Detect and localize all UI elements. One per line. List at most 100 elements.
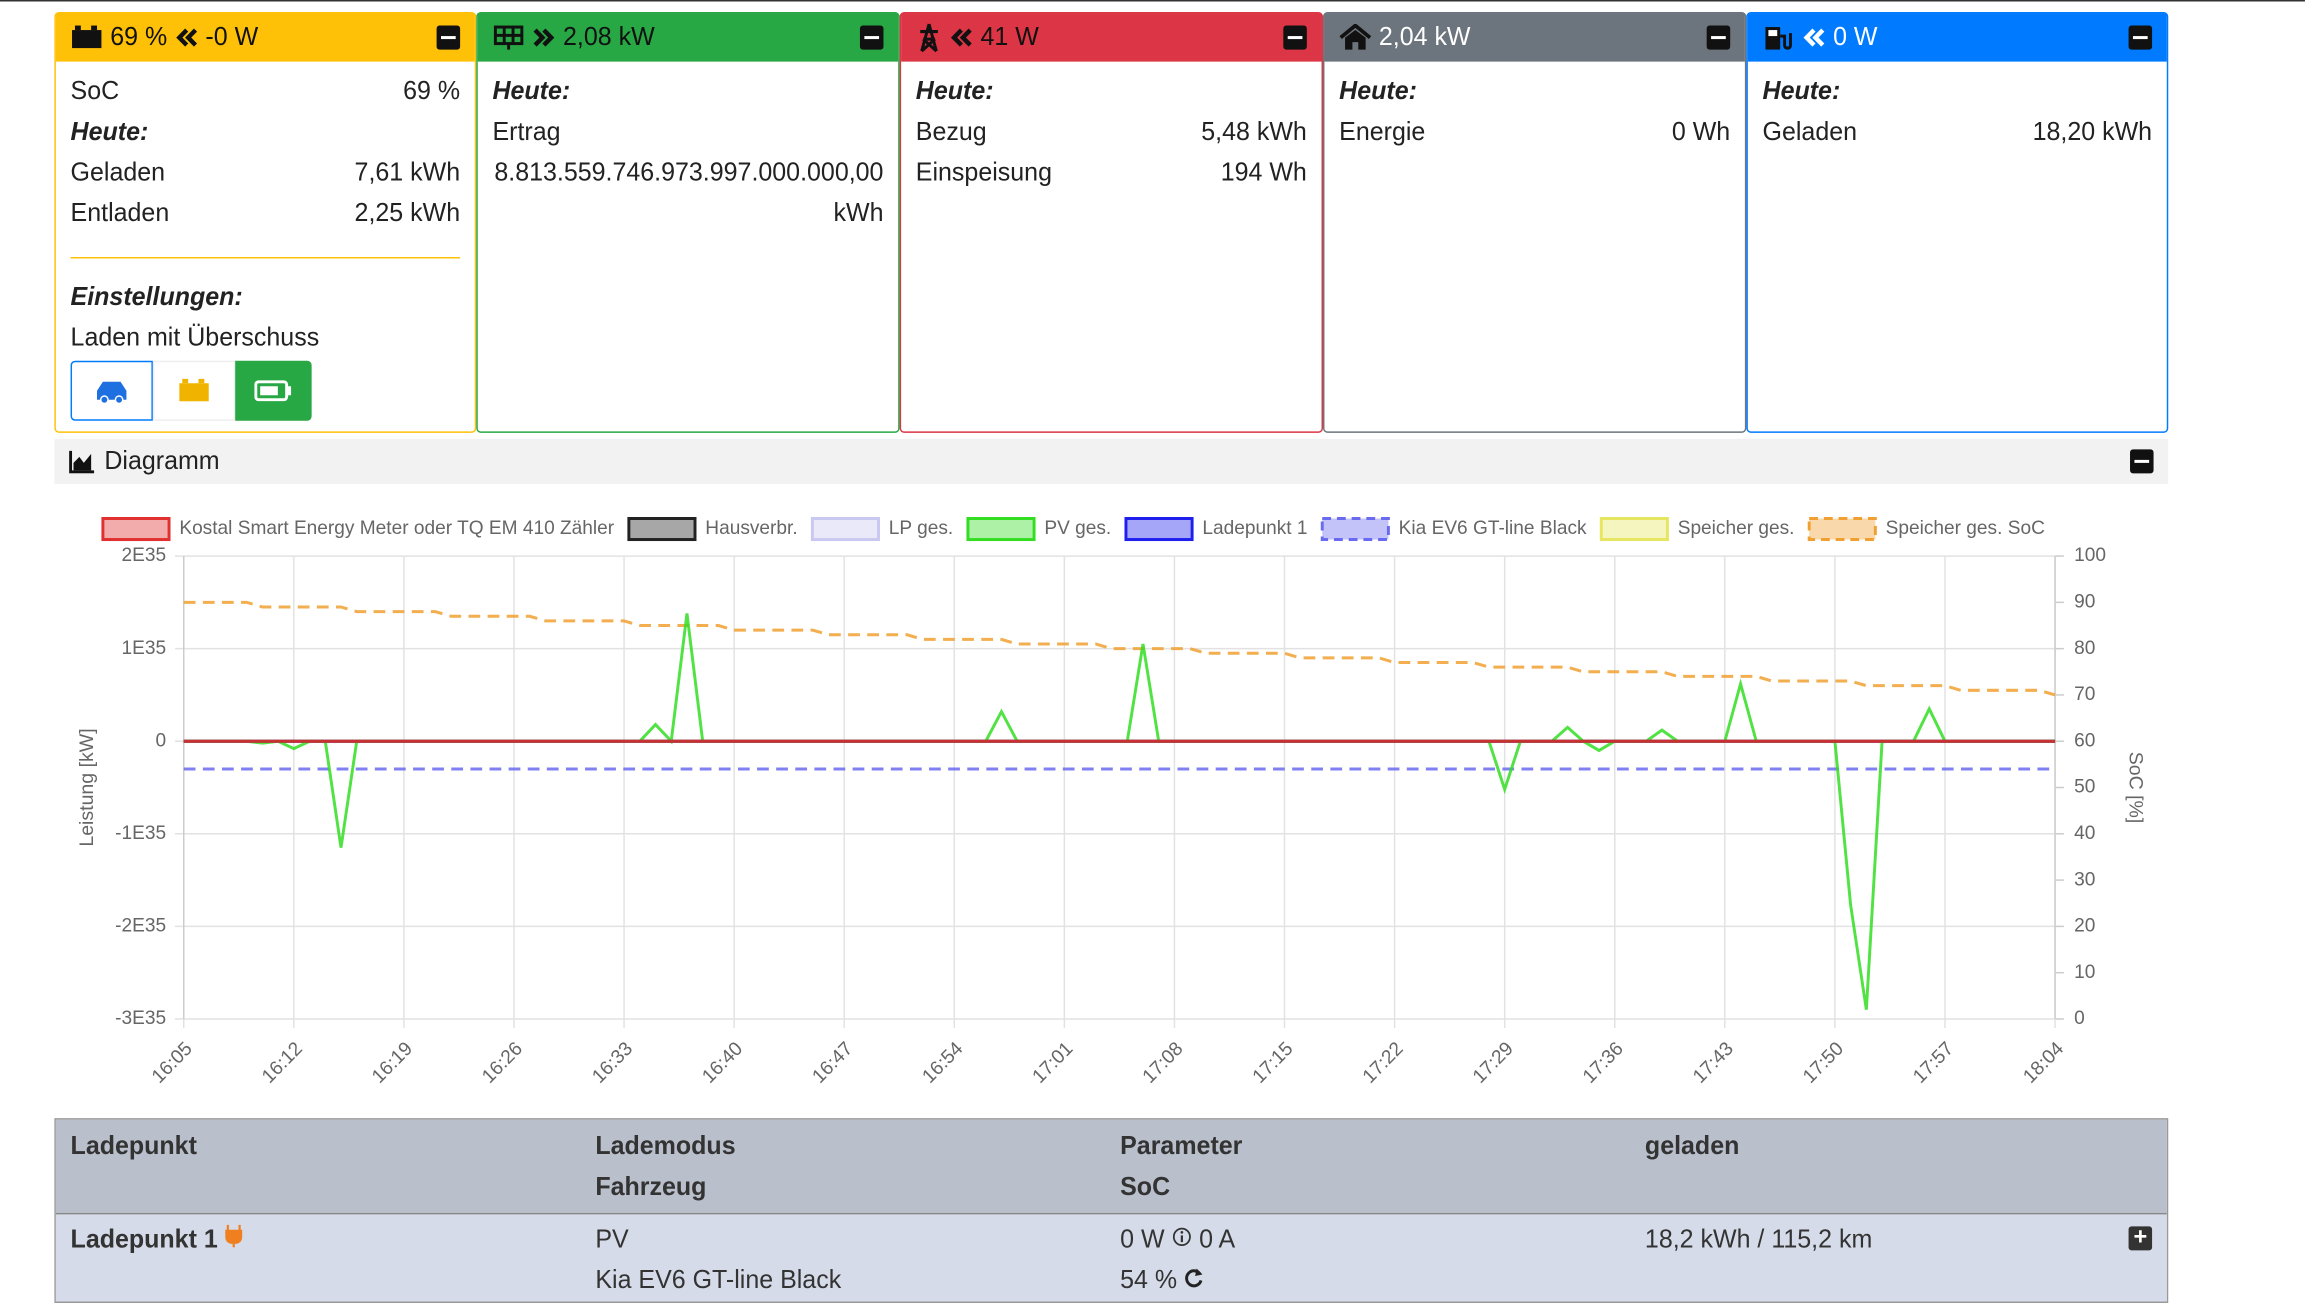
legend-swatch xyxy=(966,516,1036,542)
label: Bezug xyxy=(915,116,987,146)
section-title: Heute: xyxy=(70,116,149,146)
arrow-icon xyxy=(175,28,197,47)
header-cell: Fahrzeug xyxy=(595,1172,707,1201)
x-tick-label: 16:19 xyxy=(368,1038,416,1088)
value: 5,48 kWh xyxy=(1201,116,1307,146)
cell: PV xyxy=(595,1224,629,1254)
current: 0 A xyxy=(1199,1224,1236,1254)
value: 194 Wh xyxy=(1220,157,1307,186)
legend-label: LP ges. xyxy=(889,518,953,539)
value: 18,20 kWh xyxy=(2032,116,2153,146)
y-axis-title: Leistung [kW] xyxy=(77,728,98,846)
header-cell: geladen xyxy=(1644,1131,1740,1161)
x-tick-label: 18:04 xyxy=(2020,1038,2069,1088)
y-tick-label: 0 xyxy=(155,730,166,751)
y2-tick-label: 90 xyxy=(2074,591,2095,612)
card-body: Heute: Geladen 18,20 kWh xyxy=(1748,62,2167,161)
label: Energie xyxy=(1339,116,1426,146)
soc: 69 % xyxy=(110,22,168,52)
label: Geladen xyxy=(1762,116,1858,146)
value: 69 % xyxy=(403,75,461,105)
info-icon xyxy=(1172,1227,1191,1247)
pylon-icon xyxy=(920,23,938,53)
unit: kWh xyxy=(833,198,884,227)
legend-label: Ladepunkt 1 xyxy=(1202,518,1307,539)
card-body: SoC 69 % Heute: Geladen 7,61 kWh Entladen 2… xyxy=(56,62,475,430)
label: Entladen xyxy=(70,197,170,227)
label: Einspeisung xyxy=(915,157,1052,186)
chargepoint-name: Ladepunkt 1 xyxy=(70,1224,218,1254)
mode: Laden mit Überschuss xyxy=(70,322,320,351)
cell: Ladepunkt 1 xyxy=(71,1219,243,1260)
legend-label: Kostal Smart Energy Meter oder TQ EM 410… xyxy=(179,518,614,539)
x-tick-label: 17:08 xyxy=(1139,1038,1187,1088)
car-priority-button[interactable] xyxy=(70,360,153,421)
minimize-button[interactable] xyxy=(436,25,461,50)
minimize-button[interactable] xyxy=(2130,449,2154,474)
soc: 54 % xyxy=(1120,1265,1178,1294)
card-body: Heute: Ertrag 8.813.559.746.973.997.000.… xyxy=(478,62,898,242)
solar-icon xyxy=(493,25,524,50)
series-line xyxy=(183,613,2056,1010)
x-tick-label: 17:22 xyxy=(1359,1038,1407,1088)
cell: Kia EV6 GT-line Black xyxy=(595,1265,842,1294)
grid-card: 41 W Heute: Bezug 5,48 kWh Einspeisung 194… xyxy=(899,12,1323,433)
y2-tick-label: 70 xyxy=(2074,684,2095,705)
divider xyxy=(70,256,461,259)
y2-axis-title: SoC [%] xyxy=(2124,752,2145,824)
legend-swatch xyxy=(1807,516,1877,542)
minimize-button[interactable] xyxy=(1283,25,1307,50)
legend-label: Speicher ges. SoC xyxy=(1886,518,2045,539)
card-header: 69 % -0 W xyxy=(55,13,475,62)
value: 0 Wh xyxy=(1671,116,1731,146)
y2-tick-label: 50 xyxy=(2074,777,2095,798)
label: Ertrag xyxy=(492,116,561,146)
section-title: Heute: xyxy=(1762,75,1841,105)
house-icon xyxy=(1339,24,1372,50)
legend-label: Speicher ges. xyxy=(1678,518,1795,539)
power: 41 W xyxy=(980,22,1039,52)
power: 2,04 kW xyxy=(1378,22,1471,52)
cell: 54 % xyxy=(1120,1259,1205,1300)
arrow-icon xyxy=(950,28,972,47)
x-tick-label: 17:29 xyxy=(1469,1038,1517,1088)
section-title: Heute: xyxy=(492,75,571,105)
cell: 0 W 0 A xyxy=(1120,1219,1235,1260)
mode-buttons xyxy=(70,360,461,421)
legend-swatch xyxy=(1599,516,1669,542)
battery-priority-button[interactable] xyxy=(152,360,236,421)
section-title: Heute: xyxy=(915,75,994,105)
minimize-button[interactable] xyxy=(2128,25,2153,50)
x-tick-label: 16:47 xyxy=(809,1038,857,1088)
x-tick-label: 17:36 xyxy=(1579,1038,1627,1088)
y2-tick-label: 100 xyxy=(2074,545,2106,566)
pv-card: 2,08 kW Heute: Ertrag 8.813.559.746.973.… xyxy=(476,12,900,433)
y-tick-label: -1E35 xyxy=(115,823,166,844)
table-row: Ladepunkt 1 PV Kia EV6 GT-line Black 0 W… xyxy=(55,1212,2167,1302)
section-title: Einstellungen: xyxy=(70,281,243,311)
header-cell: Ladepunkt xyxy=(70,1131,197,1161)
legend-swatch xyxy=(627,516,697,542)
expand-button[interactable]: + xyxy=(2128,1226,2153,1251)
value: 8.813.559.746.973.997.000.000,00 xyxy=(494,157,884,187)
table-header: Ladepunkt Lademodus Fahrzeug Parameter S… xyxy=(55,1119,2167,1213)
minimize-button[interactable] xyxy=(1706,25,1731,50)
y-tick-label: 1E35 xyxy=(122,638,167,659)
house-card: 2,04 kW Heute: Energie 0 Wh xyxy=(1323,12,1747,433)
auto-button[interactable] xyxy=(235,360,312,421)
value: 7,61 kWh xyxy=(354,157,461,186)
power: -0 W xyxy=(205,22,259,52)
y2-tick-label: 60 xyxy=(2074,730,2095,751)
series-line xyxy=(183,600,2056,697)
x-tick-label: 16:12 xyxy=(258,1038,306,1088)
legend-swatch xyxy=(1320,516,1390,542)
chart-icon xyxy=(69,450,95,474)
minimize-button[interactable] xyxy=(859,25,884,50)
refresh-icon[interactable] xyxy=(1184,1267,1205,1288)
battery-card: 69 % -0 W SoC 69 % Heute: Geladen 7,61 kWh… xyxy=(54,12,477,433)
diagram-panel: Diagramm xyxy=(54,438,2169,1113)
panel-title: Diagramm xyxy=(104,446,220,475)
card-header: 2,04 kW xyxy=(1324,13,1745,62)
y2-tick-label: 0 xyxy=(2074,1008,2085,1029)
